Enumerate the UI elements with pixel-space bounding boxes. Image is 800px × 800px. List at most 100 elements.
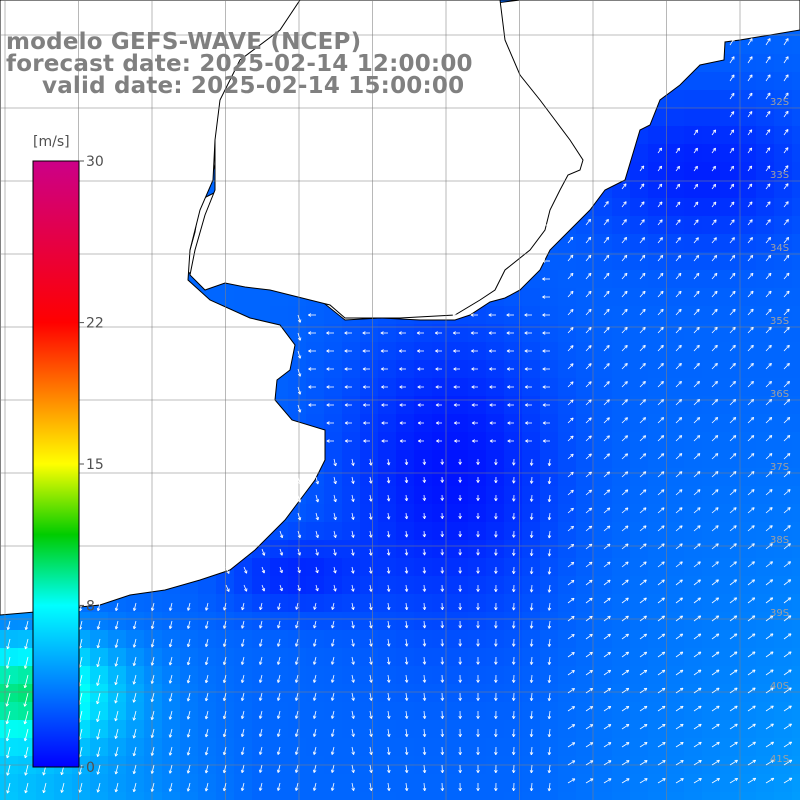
wind-arrow	[351, 494, 355, 502]
wind-arrow	[315, 548, 319, 556]
wind-arrow	[711, 362, 718, 370]
wind-arrow	[747, 651, 756, 658]
wind-arrow	[585, 381, 592, 388]
wind-arrow	[351, 638, 355, 647]
wind-arrow	[567, 706, 576, 712]
wind-arrow	[524, 385, 532, 389]
wind-arrow	[326, 439, 334, 443]
wind-arrow	[380, 331, 388, 335]
wind-arrow	[639, 381, 646, 388]
wind-arrow	[259, 620, 263, 629]
wind-arrow	[675, 453, 683, 460]
wind-arrow	[603, 236, 610, 244]
wind-arrow	[547, 782, 552, 792]
wind-arrow	[494, 566, 498, 574]
wind-arrow	[603, 201, 609, 208]
wind-arrow	[639, 525, 647, 532]
wind-arrow	[693, 615, 702, 622]
wind-arrow	[422, 548, 427, 556]
wind-arrow	[5, 674, 11, 688]
wind-arrow	[711, 777, 720, 784]
wind-arrow	[476, 512, 480, 520]
wind-arrow	[603, 272, 610, 280]
wind-arrow	[547, 728, 552, 738]
wind-arrow	[458, 782, 462, 792]
wind-arrow	[693, 723, 702, 730]
wind-arrow	[312, 782, 317, 791]
wind-arrow	[657, 742, 666, 748]
wind-arrow	[351, 476, 355, 484]
wind-arrow	[693, 453, 701, 460]
wind-arrow	[507, 439, 514, 443]
wind-arrow	[422, 620, 427, 629]
wind-arrow	[547, 674, 552, 684]
wind-arrow	[529, 566, 534, 575]
wind-arrow	[603, 742, 612, 748]
wind-arrow	[657, 705, 666, 712]
wind-arrow	[453, 367, 460, 371]
wind-arrow	[783, 326, 790, 334]
wind-arrow	[458, 656, 462, 665]
wind-arrow	[603, 453, 610, 460]
wind-arrow	[765, 254, 772, 262]
wind-arrow	[435, 367, 442, 371]
wind-arrow	[693, 741, 702, 748]
wind-arrow	[603, 706, 612, 712]
wind-arrow	[511, 728, 516, 737]
wind-arrow	[422, 512, 427, 520]
wind-arrow	[783, 344, 790, 352]
wind-arrow	[440, 602, 445, 611]
wind-arrow	[297, 530, 302, 539]
wind-arrow	[621, 669, 630, 676]
wind-arrow	[436, 439, 442, 443]
wind-arrow	[729, 543, 737, 550]
wind-arrow	[621, 183, 627, 190]
wind-arrow	[765, 380, 772, 388]
wind-arrow	[333, 494, 337, 503]
wind-arrow	[603, 254, 610, 262]
wind-arrow	[729, 272, 736, 280]
wind-arrow	[243, 566, 248, 574]
wind-arrow	[529, 548, 534, 557]
wind-arrow	[506, 313, 514, 317]
wind-arrow	[675, 362, 682, 370]
wind-arrow	[765, 92, 771, 100]
wind-arrow	[351, 674, 355, 683]
wind-arrow	[387, 782, 391, 792]
wind-arrow	[96, 638, 101, 649]
wind-arrow	[693, 489, 701, 496]
wind-arrow	[96, 692, 101, 705]
wind-arrow	[693, 669, 702, 676]
wind-arrow	[765, 759, 775, 766]
wind-arrow	[621, 363, 628, 370]
wind-arrow	[747, 471, 755, 478]
wind-arrows	[5, 38, 793, 794]
wind-arrow	[489, 367, 496, 371]
wind-arrow	[399, 385, 406, 389]
wind-arrow	[240, 764, 245, 774]
wind-arrow	[297, 512, 302, 521]
wind-arrow	[452, 313, 460, 317]
wind-arrow	[279, 548, 284, 556]
wind-arrow	[150, 620, 155, 630]
wind-arrow	[567, 435, 574, 442]
wind-arrow	[783, 759, 793, 766]
wind-arrow	[494, 476, 498, 484]
wind-arrow	[404, 710, 409, 719]
wind-arrow	[657, 633, 666, 640]
wind-arrow	[603, 326, 610, 334]
colorbar-tick-label: 30	[86, 154, 104, 170]
wind-arrow	[675, 435, 683, 442]
wind-arrow	[476, 746, 480, 756]
wind-arrow	[765, 201, 771, 208]
wind-arrow	[404, 764, 409, 774]
wind-arrow	[567, 579, 575, 586]
wind-arrow	[422, 692, 427, 701]
wind-arrow	[369, 638, 373, 647]
wind-arrow	[471, 367, 478, 371]
wind-arrow	[295, 602, 299, 610]
wind-arrow	[114, 656, 119, 667]
wind-arrow	[621, 651, 630, 658]
wind-arrow	[765, 56, 771, 64]
colorbar-tick-label: 15	[86, 457, 104, 473]
